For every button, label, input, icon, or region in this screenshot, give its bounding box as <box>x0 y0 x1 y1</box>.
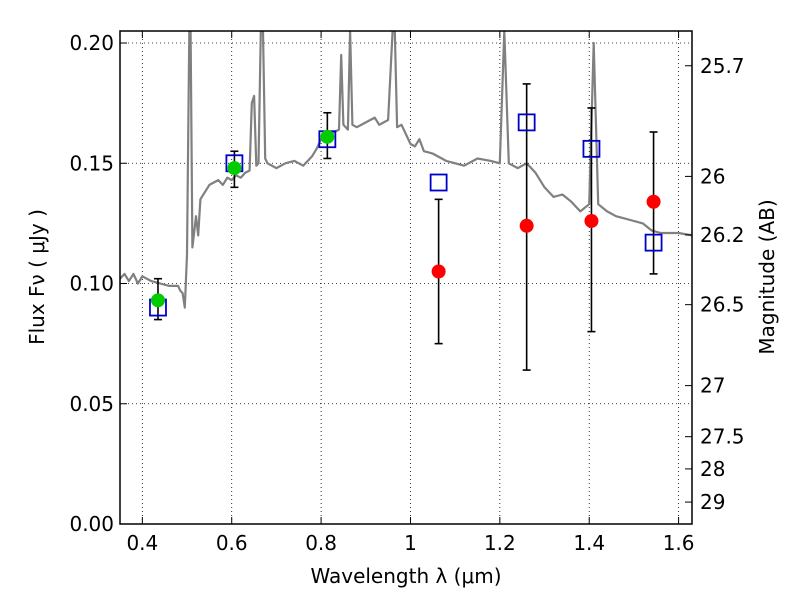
x-tick-label: 1 <box>404 531 417 555</box>
x-tick-label: 0.8 <box>305 531 337 555</box>
x-axis-title: Wavelength λ (μm) <box>310 564 501 588</box>
y-tick-label: 0.05 <box>69 392 114 416</box>
right-tick-label: 26.2 <box>700 223 745 247</box>
y-tick-label: 0.15 <box>69 151 114 175</box>
model-spectrum-group <box>120 31 692 309</box>
circle-marker <box>320 129 335 144</box>
right-tick-label: 26 <box>700 164 725 188</box>
circle-marker <box>431 264 446 279</box>
y-tick-label: 0.20 <box>69 31 114 55</box>
x-tick-label: 1.2 <box>484 531 516 555</box>
right-tick-label: 27 <box>700 374 725 398</box>
y-axis-title: Flux Fν ( μJy ) <box>25 209 49 345</box>
grid <box>120 31 692 525</box>
x-tick-label: 0.6 <box>216 531 248 555</box>
circle-marker <box>227 161 242 176</box>
error-bars <box>153 83 658 371</box>
circle-marker <box>584 213 599 228</box>
circle-marker <box>646 194 661 209</box>
x-tick-label: 1.4 <box>573 531 605 555</box>
circle-marker <box>150 293 165 308</box>
right-tick-label: 25.7 <box>700 54 745 78</box>
data-markers <box>149 113 663 317</box>
y-tick-label: 0.00 <box>69 512 114 536</box>
right-tick-label: 27.5 <box>700 425 745 449</box>
circle-marker <box>519 218 534 233</box>
square-marker <box>644 233 663 252</box>
square-marker <box>429 173 448 192</box>
square-marker <box>517 113 536 132</box>
axis-ticks: 0.4 0.6 0.8 1 1.2 1.4 1.6 0.00 0.05 0.10 0.15 0.20 2… <box>69 31 745 555</box>
right-tick-label: 29 <box>700 490 725 514</box>
x-tick-label: 1.6 <box>663 531 695 555</box>
x-tick-label: 0.4 <box>126 531 158 555</box>
plot-frame <box>119 30 693 525</box>
right-tick-label: 28 <box>700 457 725 481</box>
y-tick-label: 0.10 <box>69 272 114 296</box>
square-marker <box>582 139 601 158</box>
right-axis-title: Magnitude (AB) <box>755 199 779 354</box>
right-tick-label: 26.5 <box>700 293 745 317</box>
model-spectrum-line <box>120 31 692 309</box>
